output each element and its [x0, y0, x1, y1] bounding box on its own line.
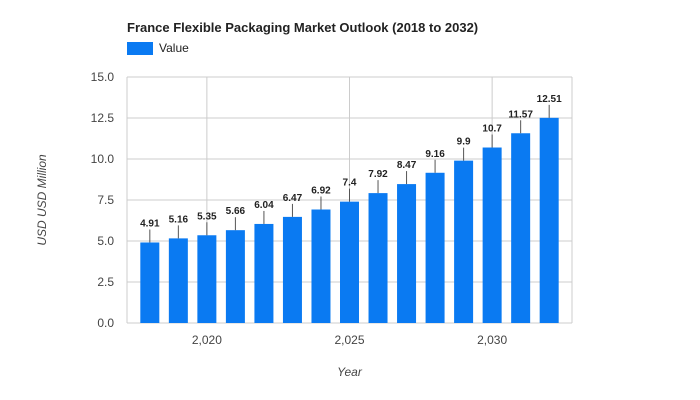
bar: [311, 209, 331, 323]
data-label: 9.9: [457, 137, 471, 148]
data-label: 7.4: [343, 178, 357, 189]
y-tick-label: 10.0: [91, 152, 115, 166]
bar: [340, 201, 359, 323]
bar: [368, 193, 388, 323]
data-label: 6.92: [311, 186, 331, 197]
bar: [282, 216, 302, 323]
data-label: 10.7: [482, 124, 502, 135]
bar: [482, 147, 502, 323]
x-axis-label: Year: [337, 365, 363, 379]
legend-swatch: [127, 41, 153, 55]
y-tick-label: 15.0: [91, 70, 115, 84]
bar: [454, 160, 474, 323]
bar: [397, 184, 417, 323]
y-tick-label: 2.5: [97, 275, 114, 289]
x-tick-label: 2,025: [334, 333, 364, 347]
bar: [425, 172, 445, 323]
data-label: 6.47: [283, 193, 303, 204]
y-tick-label: 0.0: [97, 316, 114, 330]
data-label: 11.57: [508, 109, 533, 120]
legend: Value: [127, 41, 189, 55]
data-label: 5.35: [197, 211, 217, 222]
bar: [511, 133, 531, 323]
y-tick-label: 7.5: [97, 193, 114, 207]
bar: [254, 223, 274, 323]
data-label: 7.92: [368, 169, 388, 180]
data-label: 12.51: [537, 94, 562, 105]
bar: [140, 242, 160, 323]
bar: [539, 117, 559, 323]
chart-title: France Flexible Packaging Market Outlook…: [127, 20, 479, 35]
y-axis-label: USD USD Million: [35, 154, 49, 246]
data-label: 5.16: [169, 214, 189, 225]
legend-label: Value: [159, 41, 189, 55]
data-label: 4.91: [140, 218, 160, 229]
data-label: 9.16: [425, 149, 445, 160]
data-label: 5.66: [226, 206, 246, 217]
y-tick-label: 12.5: [91, 111, 115, 125]
data-label: 6.04: [254, 200, 274, 211]
bar: [225, 230, 245, 323]
data-label: 8.47: [397, 160, 417, 171]
x-tick-label: 2,030: [477, 333, 507, 347]
bar: [168, 238, 188, 323]
x-tick-label: 2,020: [192, 333, 222, 347]
bar: [197, 235, 217, 323]
y-tick-label: 5.0: [97, 234, 114, 248]
